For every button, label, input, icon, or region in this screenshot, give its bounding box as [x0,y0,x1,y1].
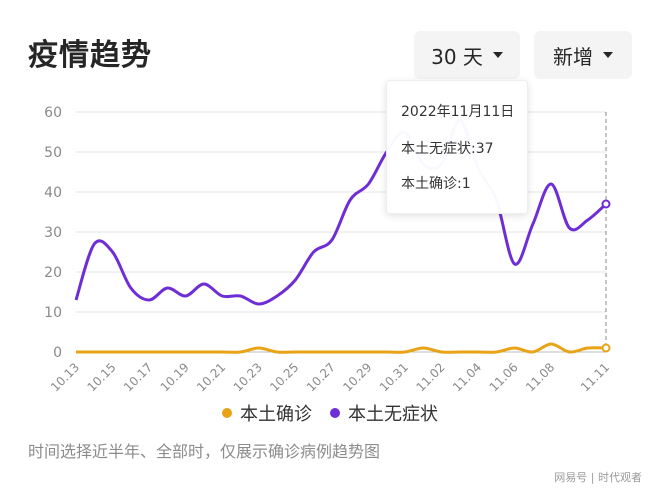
x-tick-label: 11.06 [487,360,521,394]
series-line-asymptomatic [74,118,608,306]
tooltip-date: 2022年11月11日 [401,104,515,120]
caret-down-icon [492,52,503,58]
x-tick-label: 10.25 [267,360,301,394]
range-dropdown[interactable]: 30 天 [414,31,520,79]
x-tick-label: 10.31 [377,360,411,394]
series-line-confirmed [76,342,607,354]
chart-tooltip: 2022年11月11日 本土无症状:37 本土确诊:1 [386,80,528,214]
x-tick-label: 10.15 [84,360,118,394]
chart-legend: 本土确诊 本土无症状 [0,400,660,426]
data-point-marker [601,199,611,209]
legend-item-asymptomatic[interactable]: 本土无症状 [330,400,438,426]
y-tick-label: 0 [53,345,62,361]
type-dropdown-label: 新增 [553,44,593,69]
y-tick-label: 10 [44,305,62,321]
type-dropdown[interactable]: 新增 [534,31,632,79]
x-tick-label: 10.19 [158,360,192,394]
x-tick-label: 11.04 [450,360,484,394]
x-tick-label: 10.29 [340,360,374,394]
legend-item-confirmed[interactable]: 本土确诊 [222,400,312,426]
y-tick-label: 30 [44,225,62,241]
x-tick-label: 10.17 [121,360,155,394]
legend-dot-icon [330,408,340,418]
y-tick-label: 40 [44,185,62,201]
tooltip-confirmed: 本土确诊:1 [401,176,471,192]
x-tick-label: 11.08 [523,360,557,394]
x-tick-label: 11.02 [413,360,447,394]
page-title: 疫情趋势 [28,38,152,73]
legend-label-confirmed: 本土确诊 [240,404,312,425]
x-tick-label: 10.13 [48,360,82,394]
tooltip-asymptomatic: 本土无症状:37 [401,141,494,157]
source-credit: 网易号 | 时代观者 [554,471,642,484]
y-tick-label: 20 [44,265,62,281]
legend-label-asymptomatic: 本土无症状 [348,404,438,425]
x-tick-label: 11.11 [578,360,612,394]
y-tick-label: 50 [44,145,62,161]
y-tick-label: 60 [44,105,62,121]
x-tick-label: 10.23 [231,360,265,394]
footer-note: 时间选择近半年、全部时，仅展示确诊病例趋势图 [28,442,381,461]
range-dropdown-label: 30 天 [431,44,483,69]
data-point-marker [601,343,611,353]
x-tick-label: 10.27 [304,360,338,394]
legend-dot-icon [222,408,232,418]
x-tick-label: 10.21 [194,360,228,394]
caret-down-icon [603,52,613,58]
